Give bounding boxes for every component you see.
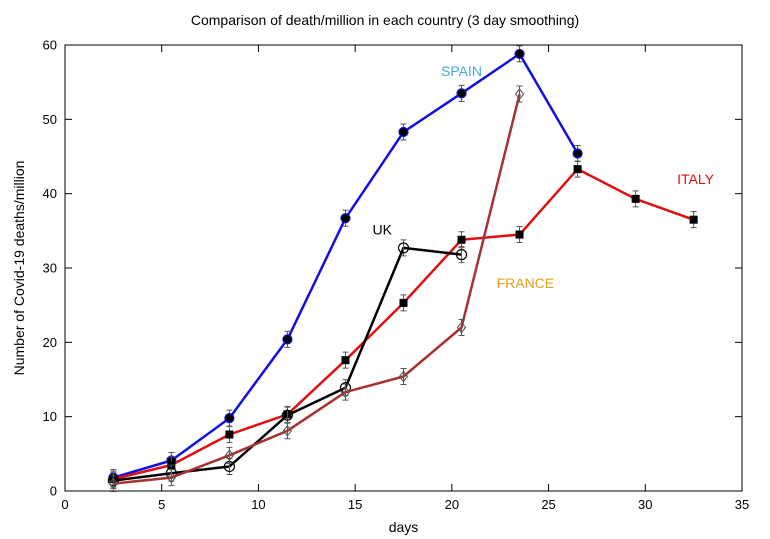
plot-frame bbox=[64, 44, 743, 492]
point-italy-9 bbox=[631, 194, 640, 203]
point-spain-5 bbox=[398, 126, 409, 138]
y-tick-label-2: 20 bbox=[43, 335, 57, 350]
chart-title: Comparison of death/million in each coun… bbox=[191, 12, 579, 28]
series-france bbox=[108, 85, 525, 493]
point-france-1 bbox=[166, 471, 177, 484]
point-italy-6 bbox=[457, 235, 466, 244]
series-label-uk: UK bbox=[372, 222, 392, 238]
y-tick-label-6: 60 bbox=[43, 38, 57, 53]
x-tick-label-2: 10 bbox=[251, 497, 265, 512]
point-spain-3 bbox=[282, 334, 293, 345]
series-label-france: FRANCE bbox=[497, 275, 555, 291]
point-uk-3 bbox=[281, 409, 294, 421]
series-italy bbox=[109, 160, 698, 488]
point-france-0 bbox=[108, 477, 119, 490]
series-line-france bbox=[113, 93, 521, 485]
series-line-uk bbox=[113, 246, 462, 482]
y-tick-label-3: 30 bbox=[43, 261, 57, 276]
y-tick-label-5: 50 bbox=[43, 112, 57, 127]
point-italy-10 bbox=[689, 215, 698, 224]
point-france-2 bbox=[224, 449, 235, 462]
series-layer bbox=[107, 45, 698, 493]
point-france-7 bbox=[514, 88, 525, 100]
series-line-italy bbox=[113, 167, 695, 481]
series-label-spain: SPAIN bbox=[441, 63, 482, 79]
x-tick-label-5: 25 bbox=[541, 497, 555, 512]
x-tick-label-3: 15 bbox=[348, 497, 362, 512]
point-italy-2 bbox=[225, 430, 234, 439]
point-france-5 bbox=[398, 370, 409, 383]
point-france-3 bbox=[282, 424, 293, 437]
y-tick-label-4: 40 bbox=[43, 186, 57, 201]
point-france-6 bbox=[456, 321, 467, 334]
point-spain-8 bbox=[572, 148, 583, 159]
point-spain-7 bbox=[514, 48, 525, 60]
series-line-spain bbox=[113, 52, 579, 479]
point-italy-4 bbox=[341, 356, 350, 365]
point-uk-5 bbox=[397, 242, 410, 254]
axis-ticks: 0 5 10 15 20 25 30 35 0 10 20 30 40 50 60 bbox=[43, 38, 750, 513]
y-axis-title: Number of Covid-19 deaths/million bbox=[11, 161, 27, 376]
point-spain-2 bbox=[224, 413, 235, 424]
x-tick-label-1: 5 bbox=[158, 497, 165, 512]
point-spain-6 bbox=[456, 88, 467, 99]
y-tick-label-1: 10 bbox=[43, 409, 57, 424]
series-uk bbox=[107, 239, 468, 490]
x-axis-title: days bbox=[389, 519, 419, 535]
x-tick-label-7: 35 bbox=[735, 497, 749, 512]
series-spain bbox=[108, 45, 583, 487]
y-tick-label-0: 0 bbox=[50, 484, 57, 499]
point-italy-8 bbox=[573, 165, 582, 174]
point-spain-4 bbox=[340, 213, 351, 224]
x-tick-label-6: 30 bbox=[638, 497, 652, 512]
point-italy-5 bbox=[399, 298, 408, 307]
point-uk-6 bbox=[455, 249, 468, 261]
x-tick-label-4: 20 bbox=[445, 497, 459, 512]
point-italy-7 bbox=[515, 230, 524, 239]
point-france-4 bbox=[340, 386, 351, 399]
series-label-italy: ITALY bbox=[677, 171, 714, 187]
x-tick-label-0: 0 bbox=[61, 497, 68, 512]
